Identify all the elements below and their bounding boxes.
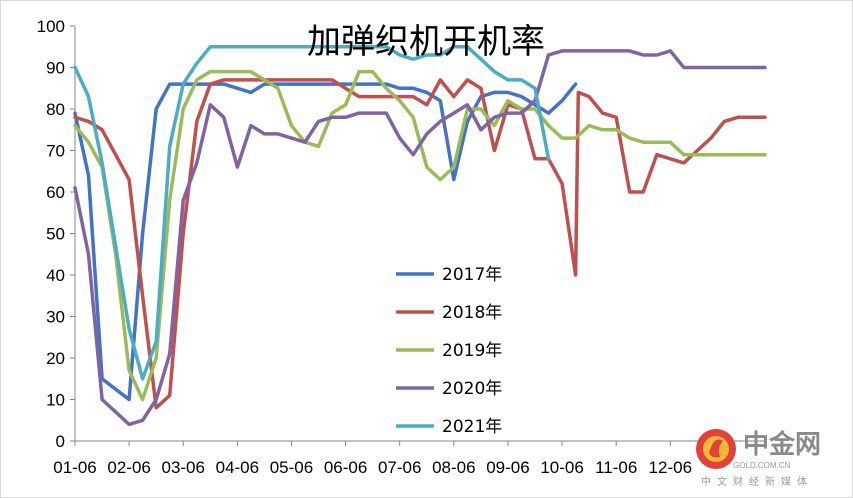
axes: 0 10 20 30 40 50 60 70 80 90 100 01-06 02-06 03-06 04… (37, 17, 765, 477)
y-tick-label: 60 (46, 183, 65, 202)
legend-label: 2018年 (442, 303, 502, 323)
x-tick-label: 04-06 (216, 458, 259, 477)
watermark-logo: 中金网 GOLD.COM.CN 中文财经新媒体 (696, 429, 821, 488)
y-tick-label: 0 (56, 432, 65, 451)
x-tick-label: 11-06 (595, 458, 637, 477)
x-tick-label: 03-06 (161, 458, 204, 477)
x-tick-label: 01-06 (53, 458, 96, 477)
y-tick-label: 80 (46, 100, 65, 119)
x-tick-label: 09-06 (486, 458, 529, 477)
legend-label: 2017年 (442, 265, 502, 285)
y-tick-label: 40 (46, 266, 65, 285)
x-tick-label: 02-06 (107, 458, 150, 477)
x-axis-ticks: 01-06 02-06 03-06 04-06 05-06 06-06 07-06 08-06… (53, 441, 692, 477)
legend-label: 2020年 (442, 379, 502, 399)
x-tick-label: 05-06 (270, 458, 313, 477)
y-axis-ticks: 0 10 20 30 40 50 60 70 80 90 100 (37, 17, 75, 451)
x-tick-label: 07-06 (378, 458, 421, 477)
y-tick-label: 30 (46, 308, 65, 327)
series-line-3 (73, 69, 767, 402)
legend-label: 2021年 (442, 417, 502, 437)
series-line-4 (73, 49, 767, 427)
y-tick-label: 20 (46, 349, 65, 368)
series-lines (73, 45, 767, 427)
series-line-1 (73, 82, 578, 402)
watermark-domain: GOLD.COM.CN (733, 461, 791, 470)
chart-title: 加弹织机开机率 (307, 22, 545, 62)
series-line-5 (73, 45, 551, 381)
y-tick-label: 50 (46, 225, 65, 244)
x-tick-label: 08-06 (432, 458, 475, 477)
x-tick-label: 10-06 (540, 458, 583, 477)
y-tick-label: 100 (37, 17, 65, 36)
series-line-2 (73, 78, 767, 410)
x-tick-label: 06-06 (324, 458, 367, 477)
y-tick-label: 90 (46, 59, 65, 78)
y-tick-label: 70 (46, 142, 65, 161)
watermark-tagline: 中文财经新媒体 (701, 475, 813, 488)
flame-icon (696, 429, 736, 469)
legend-label: 2019年 (442, 341, 502, 361)
watermark-brand: 中金网 (743, 429, 821, 460)
x-tick-label: 12-06 (649, 458, 692, 477)
y-tick-label: 10 (46, 391, 65, 410)
legend: 2017年 2018年 2019年 2020年 2021年 (396, 265, 502, 437)
